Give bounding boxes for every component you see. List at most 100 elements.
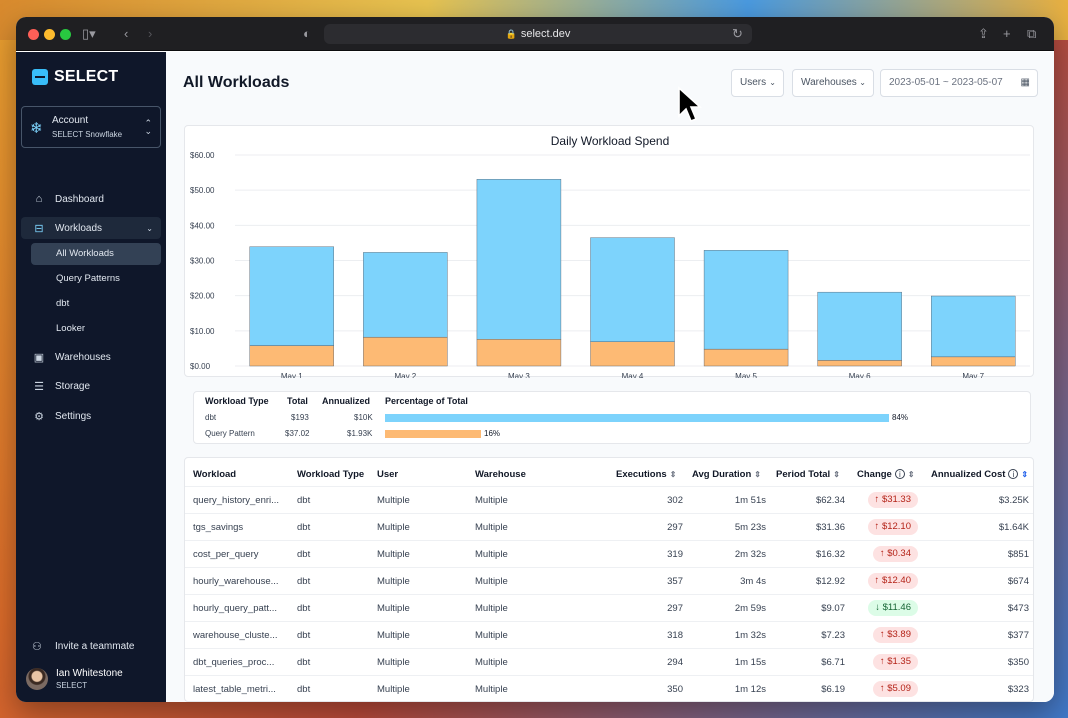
col-workload[interactable]: Workload: [193, 469, 237, 480]
sidebar: SELECT ❄ Account SELECT Snowflake ⌃ ⌄ ⌂ D…: [16, 52, 166, 702]
nav-dbt[interactable]: dbt: [56, 298, 70, 309]
col-period-total[interactable]: Period Total ⇕: [776, 469, 840, 480]
reload-icon[interactable]: ↻: [732, 26, 743, 41]
sort-icon[interactable]: ⇕: [833, 470, 840, 479]
invite-teammate-button[interactable]: ⚇ Invite a teammate: [21, 636, 161, 656]
table-row[interactable]: cost_per_query dbt Multiple Multiple 319 2m 3…: [185, 540, 1033, 567]
workloads-table: Workload Workload Type User Warehouse Ex…: [184, 457, 1034, 702]
cell-period-total: $6.19: [821, 684, 845, 695]
col-workload-type[interactable]: Workload Type: [297, 469, 365, 480]
sort-desc-icon[interactable]: ⇕: [1021, 470, 1029, 479]
nav-dashboard[interactable]: ⌂ Dashboard: [21, 188, 161, 210]
privacy-shield-icon[interactable]: ◐: [303, 26, 311, 41]
tab-overview-icon[interactable]: ⧉: [1027, 26, 1037, 41]
col-executions[interactable]: Executions ⇕: [616, 469, 676, 480]
table-row[interactable]: warehouse_cluste... dbt Multiple Multiple 31…: [185, 621, 1033, 648]
cell-workload[interactable]: hourly_query_patt...: [193, 603, 277, 614]
col-annualized-cost[interactable]: Annualized Cost i ⇕: [931, 469, 1028, 480]
cell-avg-duration: 1m 32s: [734, 630, 766, 641]
table-row[interactable]: tgs_savings dbt Multiple Multiple 297 5m 23s $…: [185, 513, 1033, 540]
summary-annualized: $10K: [354, 413, 373, 422]
date-range-picker[interactable]: 2023-05-01 ~ 2023-05-07 ▦: [880, 69, 1038, 97]
nav-storage[interactable]: ☰ Storage: [21, 375, 161, 397]
nav-workloads[interactable]: ⊟ Workloads ⌄: [21, 217, 161, 239]
logo[interactable]: SELECT: [32, 68, 118, 86]
col-warehouse[interactable]: Warehouse: [475, 469, 526, 480]
table-row[interactable]: hourly_warehouse... dbt Multiple Multiple 35…: [185, 567, 1033, 594]
nav-settings[interactable]: ⚙ Settings: [21, 405, 161, 427]
cell-workload[interactable]: query_history_enri...: [193, 495, 280, 506]
nav-storage-label: Storage: [55, 380, 91, 392]
cell-type: dbt: [297, 657, 311, 668]
cell-annualized-cost: $851: [1007, 549, 1029, 560]
cell-workload[interactable]: latest_table_metri...: [193, 684, 276, 695]
sort-icon[interactable]: ⇕: [907, 470, 915, 479]
col-annualized-cost-label: Annualized Cost: [931, 469, 1006, 480]
database-icon: ☰: [34, 380, 44, 393]
summary-annualized: $1.93K: [347, 429, 373, 438]
user-profile[interactable]: Ian Whitestone SELECT: [26, 667, 166, 693]
cell-workload[interactable]: tgs_savings: [193, 522, 244, 533]
cell-workload[interactable]: cost_per_query: [193, 549, 259, 560]
nav-warehouses[interactable]: ▣ Warehouses: [21, 346, 161, 368]
back-icon[interactable]: ‹: [124, 26, 129, 41]
col-avg-duration[interactable]: Avg Duration ⇕: [692, 469, 761, 480]
workloads-icon: ⊟: [34, 222, 44, 235]
zoom-window-button[interactable]: [60, 29, 71, 40]
arrow-up-icon: ↑: [874, 494, 882, 505]
cell-avg-duration: 1m 51s: [734, 495, 766, 506]
nav-query-patterns[interactable]: Query Patterns: [56, 273, 120, 284]
share-icon[interactable]: ⇪: [978, 26, 989, 41]
cell-executions: 297: [667, 603, 683, 614]
arrow-down-icon: ↓: [875, 602, 883, 613]
info-icon[interactable]: i: [894, 469, 905, 479]
warehouses-filter-label: Warehouses: [801, 77, 857, 88]
bar-query-pattern: [363, 336, 448, 367]
x-tick-label: May 1: [281, 372, 303, 378]
change-value: $12.40: [881, 575, 911, 586]
table-row[interactable]: dbt_queries_proc... dbt Multiple Multiple 29…: [185, 648, 1033, 675]
cell-workload[interactable]: warehouse_cluste...: [193, 630, 278, 641]
forward-icon[interactable]: ›: [148, 26, 153, 41]
chart-title: Daily Workload Spend: [551, 134, 670, 148]
cell-executions: 350: [667, 684, 683, 695]
table-row[interactable]: query_history_enri... dbt Multiple Multiple…: [185, 486, 1033, 513]
cell-avg-duration: 3m 4s: [740, 576, 766, 587]
account-switcher[interactable]: ❄ Account SELECT Snowflake ⌃ ⌄: [21, 106, 161, 148]
arrow-up-icon: ↑: [879, 683, 888, 694]
bar-query-pattern: [931, 356, 1016, 367]
change-value: $11.46: [882, 602, 911, 613]
sort-icon[interactable]: ⇕: [754, 470, 761, 479]
table-row[interactable]: hourly_query_patt... dbt Multiple Multiple 2…: [185, 594, 1033, 621]
col-user[interactable]: User: [377, 469, 399, 480]
cell-workload[interactable]: dbt_queries_proc...: [193, 657, 275, 668]
cell-workload[interactable]: hourly_warehouse...: [193, 576, 279, 587]
cell-type: dbt: [297, 630, 311, 641]
new-tab-icon[interactable]: +: [1003, 26, 1011, 41]
nav-all-workloads[interactable]: All Workloads: [31, 243, 161, 265]
col-change[interactable]: Change i ⇕: [857, 469, 915, 480]
nav-workloads-label: Workloads: [55, 222, 103, 234]
arrow-up-icon: ↑: [874, 575, 882, 586]
info-icon[interactable]: i: [1008, 469, 1019, 479]
sort-icon[interactable]: ⇕: [669, 470, 677, 479]
table-row[interactable]: latest_table_metri... dbt Multiple Multiple…: [185, 675, 1033, 701]
cell-type: dbt: [297, 522, 311, 533]
cell-period-total: $7.23: [821, 630, 845, 641]
cell-warehouse: Multiple: [475, 603, 508, 614]
change-badge: ↑ $31.33: [867, 492, 918, 508]
logo-text: SELECT: [54, 68, 119, 85]
nav-looker[interactable]: Looker: [56, 323, 86, 334]
cell-annualized-cost: $674: [1007, 576, 1029, 587]
cell-type: dbt: [297, 576, 311, 587]
users-filter[interactable]: Users ⌄: [731, 69, 784, 97]
sidebar-toggle-icon[interactable]: ▯▾: [82, 26, 96, 41]
warehouses-filter[interactable]: Warehouses ⌄: [792, 69, 874, 97]
cell-avg-duration: 1m 12s: [734, 684, 766, 695]
minimize-window-button[interactable]: [44, 29, 55, 40]
address-bar[interactable]: 🔒 select.dev: [324, 24, 752, 44]
nav-warehouses-label: Warehouses: [55, 351, 111, 363]
arrow-up-icon: ↑: [879, 629, 888, 640]
close-window-button[interactable]: [28, 29, 39, 40]
change-value: $5.09: [887, 683, 911, 694]
